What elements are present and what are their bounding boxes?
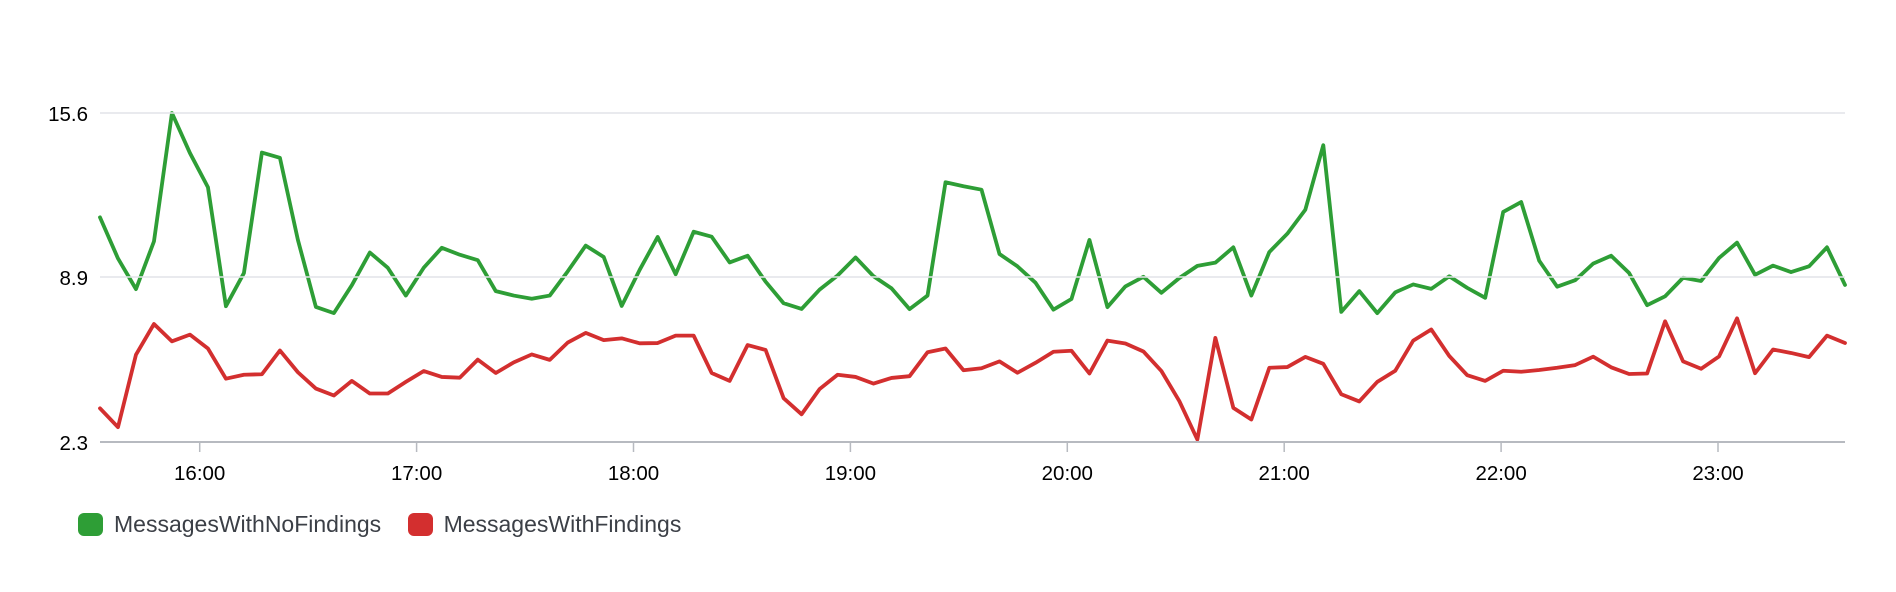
- svg-text:18:00: 18:00: [608, 462, 659, 485]
- svg-text:21:00: 21:00: [1259, 462, 1310, 485]
- svg-text:20:00: 20:00: [1042, 462, 1093, 485]
- svg-text:2.3: 2.3: [60, 432, 89, 455]
- svg-text:22:00: 22:00: [1475, 462, 1526, 485]
- svg-text:15.6: 15.6: [48, 103, 88, 126]
- svg-text:8.9: 8.9: [60, 267, 89, 290]
- svg-text:23:00: 23:00: [1692, 462, 1743, 485]
- svg-text:19:00: 19:00: [825, 462, 876, 485]
- svg-text:17:00: 17:00: [391, 462, 442, 485]
- svg-text:16:00: 16:00: [174, 462, 225, 485]
